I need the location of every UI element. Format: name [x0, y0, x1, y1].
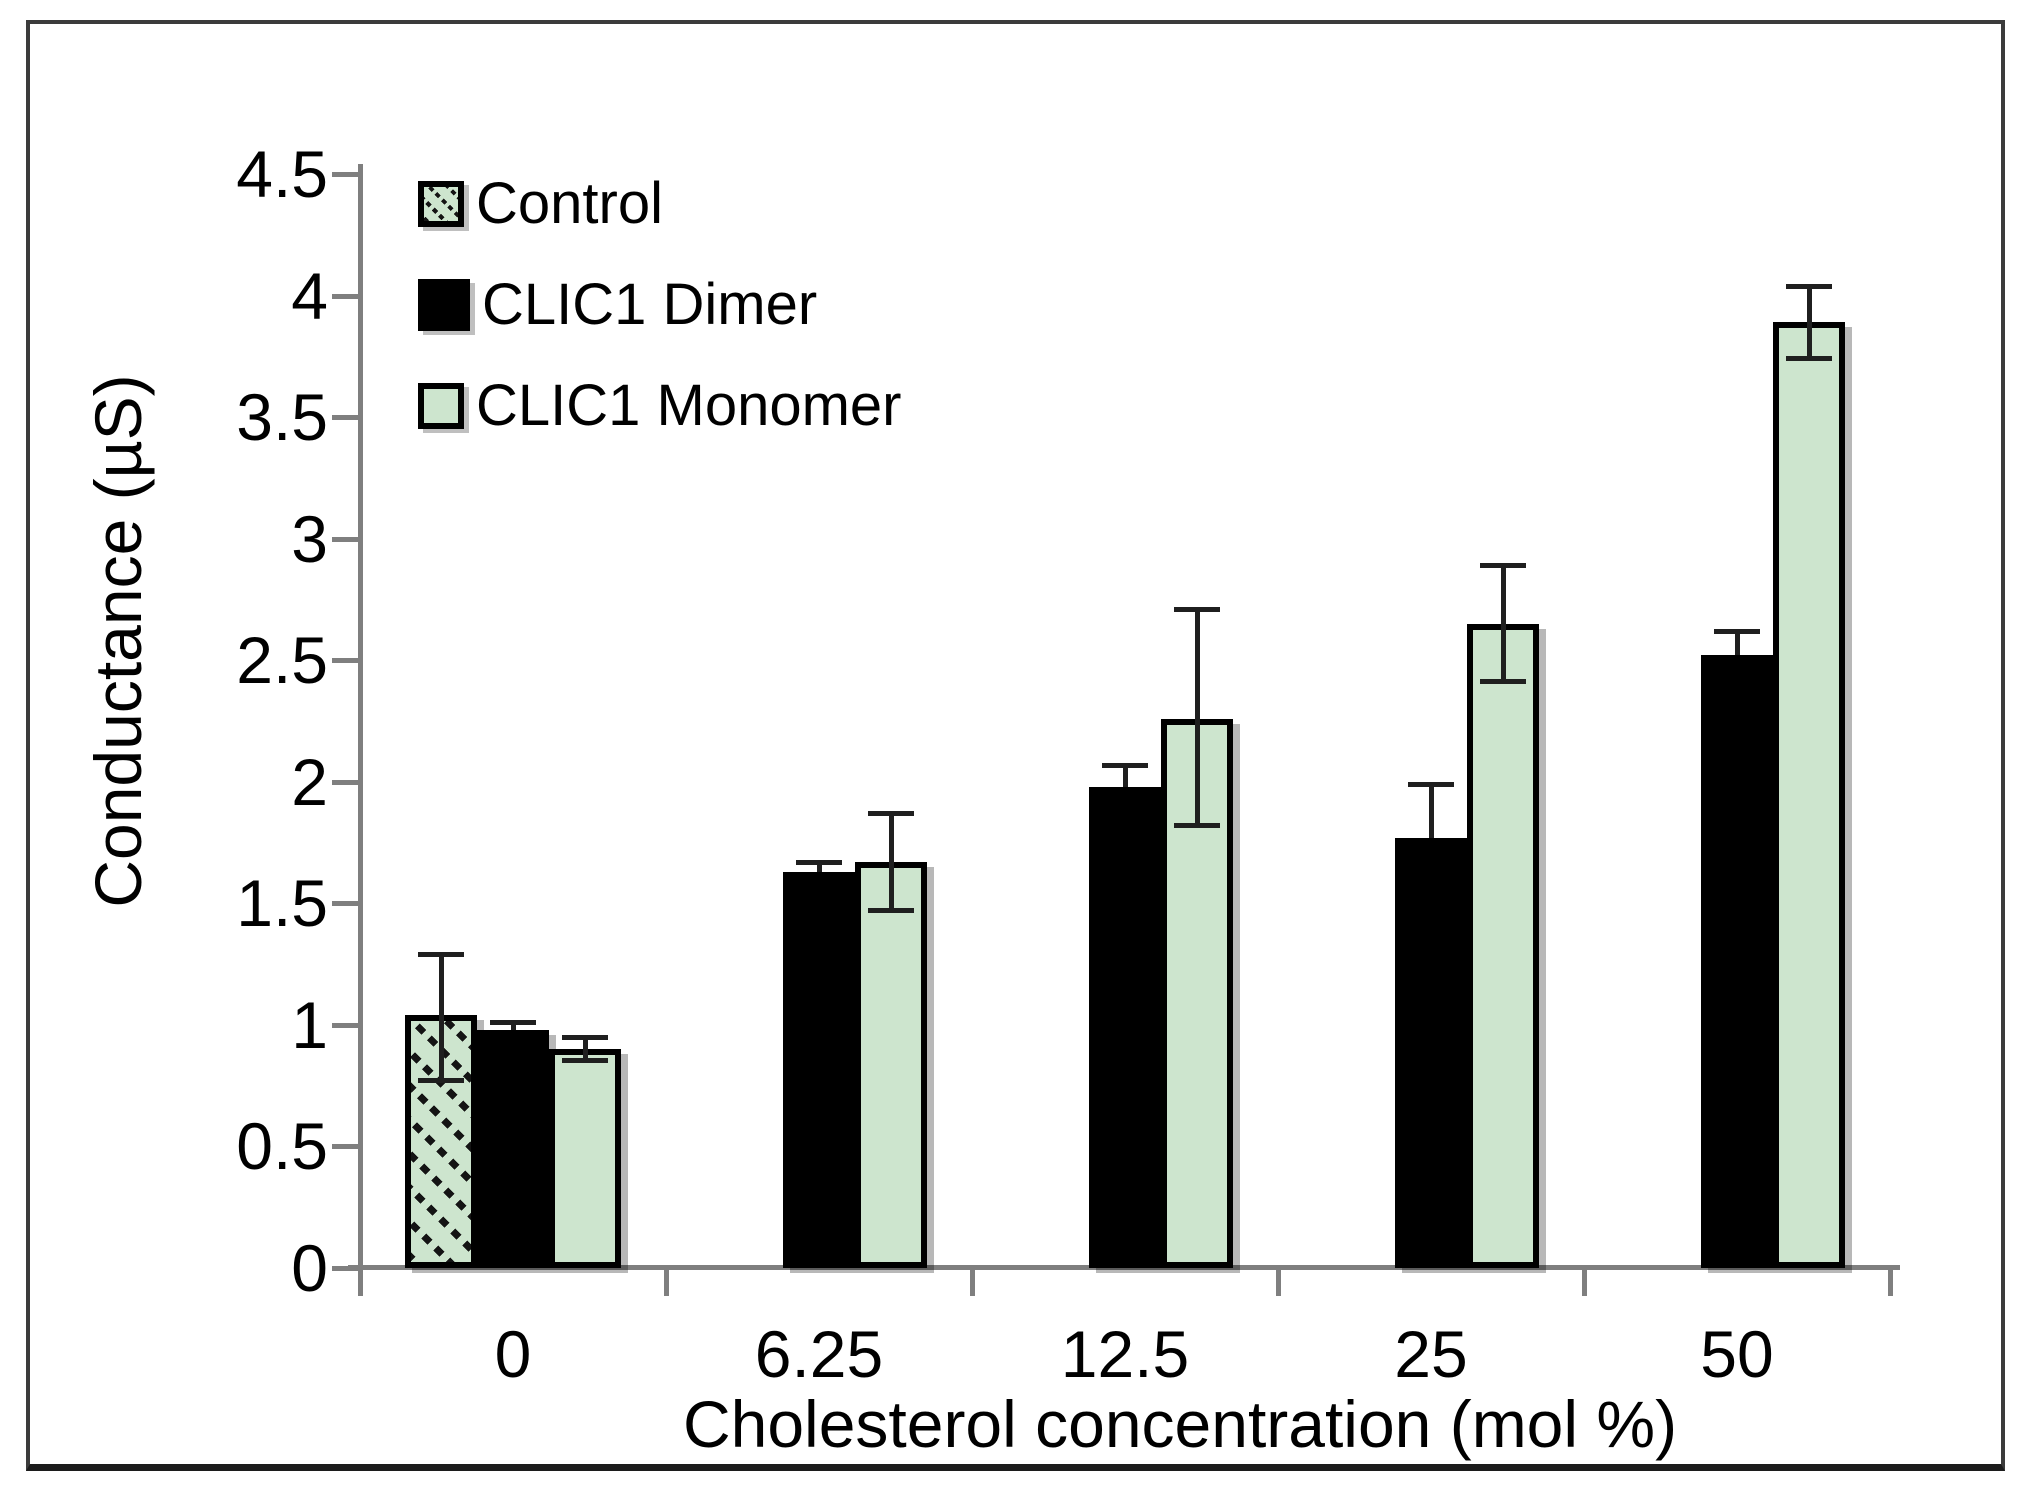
error-bar-cap-top-clic1-dimer-50 — [1714, 629, 1760, 635]
y-tick-label-2: 2 — [291, 744, 328, 819]
bar-clic1-monomer-25 — [1467, 623, 1539, 1268]
legend-label-clic1-dimer: CLIC1 Dimer — [482, 272, 818, 337]
x-tick-3 — [1276, 1266, 1281, 1296]
y-tick-0 — [332, 1266, 358, 1271]
error-bar-cap-top-clic1-monomer-12.5 — [1174, 607, 1220, 613]
y-tick-4 — [332, 293, 358, 299]
y-tick-3 — [332, 536, 358, 542]
y-tick-label-0: 0 — [291, 1231, 328, 1305]
bar-clic1-dimer-12.5 — [1089, 786, 1161, 1268]
y-tick-2.5 — [332, 658, 358, 664]
bar-clic1-dimer-50 — [1701, 655, 1773, 1268]
bar-clic1-monomer-50 — [1773, 322, 1845, 1268]
error-bar-cap-top-clic1-dimer-12.5 — [1102, 762, 1148, 768]
y-tick-label-4.5: 4.5 — [236, 137, 328, 212]
y-tick-label-4: 4 — [291, 258, 328, 333]
error-bar-line-clic1-monomer-25 — [1501, 565, 1506, 683]
error-bar-cap-bottom-clic1-monomer-6.25 — [868, 907, 914, 913]
legend-label-control: Control — [476, 171, 663, 236]
y-tick-3.5 — [332, 415, 358, 421]
error-bar-cap-bottom-clic1-monomer-12.5 — [1174, 822, 1220, 828]
x-tick-5 — [1888, 1266, 1893, 1296]
x-tick-1 — [664, 1266, 669, 1296]
y-tick-label-0.5: 0.5 — [236, 1109, 328, 1184]
error-bar-line-clic1-dimer-50 — [1735, 631, 1740, 656]
error-bar-cap-bottom-clic1-monomer-0 — [562, 1058, 608, 1064]
x-axis-title: Cholesterol concentration (mol %) — [682, 1387, 1678, 1461]
y-tick-1 — [332, 1022, 358, 1028]
error-bar-cap-top-clic1-monomer-0 — [562, 1035, 608, 1041]
y-tick-label-1: 1 — [291, 987, 328, 1062]
error-bar-line-clic1-dimer-0 — [511, 1022, 516, 1030]
y-tick-1.5 — [332, 901, 358, 907]
y-tick-label-2.5: 2.5 — [236, 623, 328, 698]
legend-entry-control: Control — [418, 171, 901, 236]
error-bar-cap-top-clic1-dimer-25 — [1408, 782, 1454, 788]
legend-entry-clic1-dimer: CLIC1 Dimer — [418, 272, 901, 337]
bar-clic1-dimer-0 — [477, 1029, 549, 1268]
error-bar-cap-top-clic1-monomer-25 — [1480, 563, 1526, 569]
legend-entry-clic1-monomer: CLIC1 Monomer — [418, 373, 902, 438]
y-tick-label-1.5: 1.5 — [236, 866, 328, 941]
error-bar-line-clic1-dimer-25 — [1429, 784, 1434, 838]
legend-swatch-dimer-black-icon — [418, 279, 470, 331]
y-tick-label-3: 3 — [291, 501, 328, 576]
x-tick-4 — [1582, 1266, 1587, 1296]
bar-clic1-dimer-6.25 — [783, 871, 855, 1268]
error-bar-line-clic1-monomer-0 — [583, 1037, 588, 1062]
x-tick-label-50: 50 — [1700, 1317, 1774, 1391]
bar-clic1-monomer-0 — [549, 1049, 621, 1268]
legend: Control CLIC1 Dimer CLIC1 Monomer — [418, 171, 902, 479]
plot-area: 0 0.5 1 1.5 2 2.5 3 3.5 4 4.5 0 6.25 12.5 25 50 — [30, 24, 2001, 1464]
legend-swatch-monomer-green-icon — [418, 383, 464, 429]
x-tick-label-6.25: 6.25 — [754, 1317, 884, 1391]
x-tick-label-0: 0 — [494, 1317, 532, 1391]
error-bar-cap-bottom-clic1-monomer-50 — [1786, 355, 1832, 361]
error-bar-cap-top-clic1-monomer-50 — [1786, 283, 1832, 289]
x-tick-label-12.5: 12.5 — [1060, 1317, 1190, 1391]
y-axis-line — [358, 164, 363, 1276]
x-tick-2 — [970, 1266, 975, 1296]
error-bar-line-clic1-monomer-50 — [1807, 285, 1812, 359]
error-bar-cap-bottom-clic1-monomer-25 — [1480, 679, 1526, 685]
bar-clic1-monomer-6.25 — [855, 862, 927, 1268]
x-tick-0 — [358, 1266, 363, 1296]
y-tick-2 — [332, 779, 358, 785]
error-bar-line-clic1-dimer-6.25 — [817, 862, 822, 872]
figure-border: 0 0.5 1 1.5 2 2.5 3 3.5 4 4.5 0 6.25 12.5 25 50 Conduc… — [26, 20, 2005, 1471]
error-bar-cap-top-clic1-dimer-6.25 — [796, 860, 842, 866]
error-bar-line-clic1-monomer-12.5 — [1195, 609, 1200, 826]
error-bar-cap-bottom-control-0 — [418, 1077, 464, 1083]
y-tick-0.5 — [332, 1144, 358, 1150]
y-axis-title: Conductance (µS) — [81, 374, 155, 908]
error-bar-cap-top-clic1-monomer-6.25 — [868, 811, 914, 817]
bar-clic1-dimer-25 — [1395, 837, 1467, 1268]
x-tick-label-25: 25 — [1394, 1317, 1468, 1391]
error-bar-line-clic1-dimer-12.5 — [1123, 764, 1128, 787]
error-bar-line-control-0 — [439, 954, 444, 1081]
error-bar-cap-top-clic1-dimer-0 — [490, 1020, 536, 1026]
y-tick-4.5 — [332, 172, 358, 178]
error-bar-line-clic1-monomer-6.25 — [889, 813, 894, 911]
legend-swatch-control-hatched-icon — [418, 181, 464, 227]
legend-label-clic1-monomer: CLIC1 Monomer — [476, 373, 902, 438]
y-tick-label-3.5: 3.5 — [236, 380, 328, 455]
error-bar-cap-top-control-0 — [418, 952, 464, 958]
